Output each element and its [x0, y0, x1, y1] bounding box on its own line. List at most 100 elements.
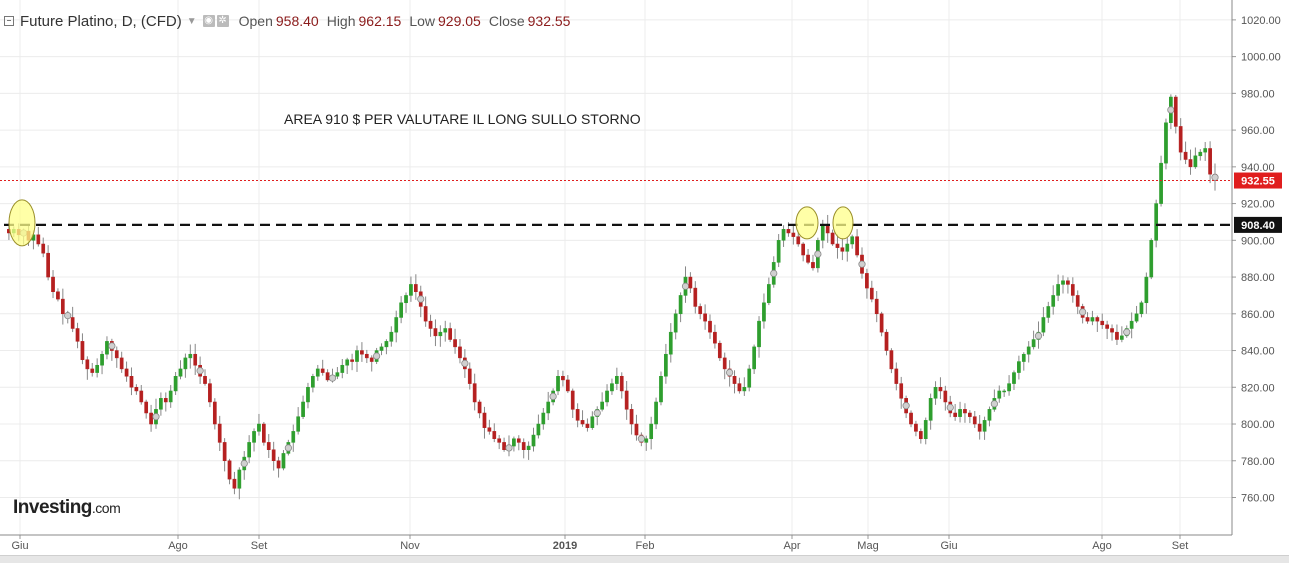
candle-body — [262, 423, 266, 443]
candle-body — [271, 449, 276, 462]
candle-body — [840, 247, 845, 252]
candle-body — [884, 331, 889, 351]
candle-body — [1070, 284, 1075, 296]
candle-body — [1021, 353, 1026, 362]
candle-body — [364, 353, 369, 359]
candle-body — [590, 416, 595, 428]
candle-body — [1154, 203, 1159, 241]
candle-body — [70, 317, 75, 329]
candle-body — [291, 431, 296, 443]
y-tick-label: 940.00 — [1241, 162, 1275, 174]
event-marker — [1123, 328, 1131, 336]
candle-body — [80, 341, 85, 360]
candle-body — [1095, 317, 1100, 322]
candle-body — [90, 368, 95, 373]
logo-suffix: .com — [91, 500, 121, 516]
candle-body — [56, 291, 60, 300]
candle-body — [1183, 151, 1188, 160]
candle-body — [306, 387, 310, 403]
candle-body — [791, 232, 796, 237]
candle-body — [963, 409, 967, 414]
candle-body — [977, 423, 982, 432]
candle-body — [664, 353, 668, 377]
candle-body — [492, 431, 497, 439]
x-tick-label: Giu — [11, 540, 28, 552]
candle-body — [296, 416, 301, 432]
candle-body — [257, 423, 261, 432]
candle-body — [413, 284, 418, 293]
candle-body — [825, 225, 830, 234]
candle-body — [477, 401, 482, 414]
candle-body — [497, 438, 502, 443]
event-marker — [1167, 106, 1175, 114]
collapse-icon[interactable] — [4, 16, 14, 26]
candle-body — [428, 320, 433, 329]
candle-body — [95, 364, 100, 373]
gear-icon[interactable]: ✲ — [216, 15, 229, 27]
candle-body — [806, 254, 810, 263]
candle-body — [458, 346, 462, 359]
touch-marker — [795, 206, 819, 240]
candle-body — [193, 353, 198, 366]
candle-body — [972, 416, 977, 425]
candle-body — [105, 341, 109, 355]
candle-body — [163, 398, 168, 403]
candle-body — [634, 423, 639, 436]
event-marker — [814, 250, 822, 258]
candle-body — [909, 412, 913, 425]
candle-body — [987, 409, 992, 421]
candle-body — [776, 240, 781, 263]
logo-brand: Investing — [13, 497, 92, 518]
candle-body — [1017, 361, 1021, 373]
candle-body — [173, 376, 178, 392]
candle-body — [732, 376, 737, 384]
candle-body — [933, 387, 938, 399]
candle-body — [423, 306, 428, 322]
candle-body — [159, 398, 163, 410]
event-marker — [770, 269, 778, 277]
instrument-title[interactable]: Future Platino, D, (CFD) — [20, 12, 182, 30]
candle-body — [188, 353, 193, 359]
candle-body — [369, 357, 374, 362]
candle-body — [659, 376, 663, 403]
candle-body — [757, 320, 761, 348]
event-marker — [946, 403, 954, 412]
candle-body — [703, 313, 707, 322]
candle-body — [433, 328, 438, 337]
candle-body — [1119, 335, 1124, 340]
candle-body — [747, 368, 752, 388]
candle-body — [762, 302, 766, 322]
last-price-tag — [1234, 172, 1282, 189]
high-value: 962.15 — [358, 13, 402, 29]
candle-body — [869, 287, 874, 300]
x-tick-label: Nov — [400, 540, 420, 552]
chevron-down-icon[interactable]: ▼ — [186, 15, 197, 27]
candle-body — [1134, 313, 1139, 322]
candle-body — [698, 306, 703, 315]
candle-body — [168, 390, 173, 403]
support-label: 908.40 — [1241, 220, 1275, 232]
candle-body — [968, 412, 972, 417]
event-marker — [328, 374, 337, 382]
candle-body — [737, 383, 742, 392]
candle-body — [1203, 148, 1208, 153]
candle-body — [855, 236, 859, 256]
candle-body — [624, 390, 629, 410]
candle-body — [766, 284, 771, 304]
eye-icon[interactable]: ◉ — [202, 15, 215, 27]
candle-body — [516, 438, 521, 443]
candle-body — [232, 478, 237, 489]
y-tick-label: 880.00 — [1241, 272, 1275, 284]
candle-body — [183, 357, 188, 370]
candle-body — [281, 453, 286, 469]
candle-body — [36, 234, 41, 245]
candle-body — [404, 295, 408, 304]
candle-body — [487, 427, 492, 432]
candle-body — [600, 401, 604, 410]
candle-body — [1129, 320, 1134, 329]
candle-body — [556, 376, 560, 392]
investing-logo: Investing.com — [13, 497, 121, 519]
candle-body — [443, 328, 448, 333]
candle-body — [1188, 159, 1193, 168]
candle-body — [673, 313, 678, 333]
